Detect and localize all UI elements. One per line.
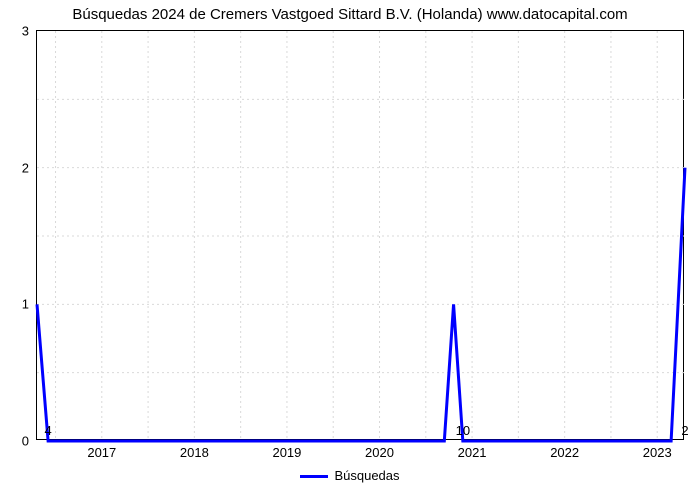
x-tick-label: 2022 [550, 445, 579, 460]
series-line [37, 31, 685, 441]
chart-container: Búsquedas 2024 de Cremers Vastgoed Sitta… [0, 0, 700, 500]
y-tick-label: 0 [22, 434, 29, 449]
legend-label: Búsquedas [334, 468, 399, 483]
legend: Búsquedas [0, 468, 700, 483]
y-tick-label: 3 [22, 24, 29, 39]
point-label: 2 [681, 423, 688, 438]
x-tick-label: 2021 [458, 445, 487, 460]
plot-area: 012320172018201920202021202220234102 [36, 30, 684, 440]
x-tick-label: 2017 [87, 445, 116, 460]
x-tick-label: 2020 [365, 445, 394, 460]
point-label: 10 [456, 423, 470, 438]
x-tick-label: 2018 [180, 445, 209, 460]
chart-title: Búsquedas 2024 de Cremers Vastgoed Sitta… [0, 6, 700, 23]
legend-swatch [300, 475, 328, 478]
y-tick-label: 2 [22, 160, 29, 175]
point-label: 4 [44, 423, 51, 438]
y-tick-label: 1 [22, 297, 29, 312]
x-tick-label: 2019 [272, 445, 301, 460]
x-tick-label: 2023 [643, 445, 672, 460]
